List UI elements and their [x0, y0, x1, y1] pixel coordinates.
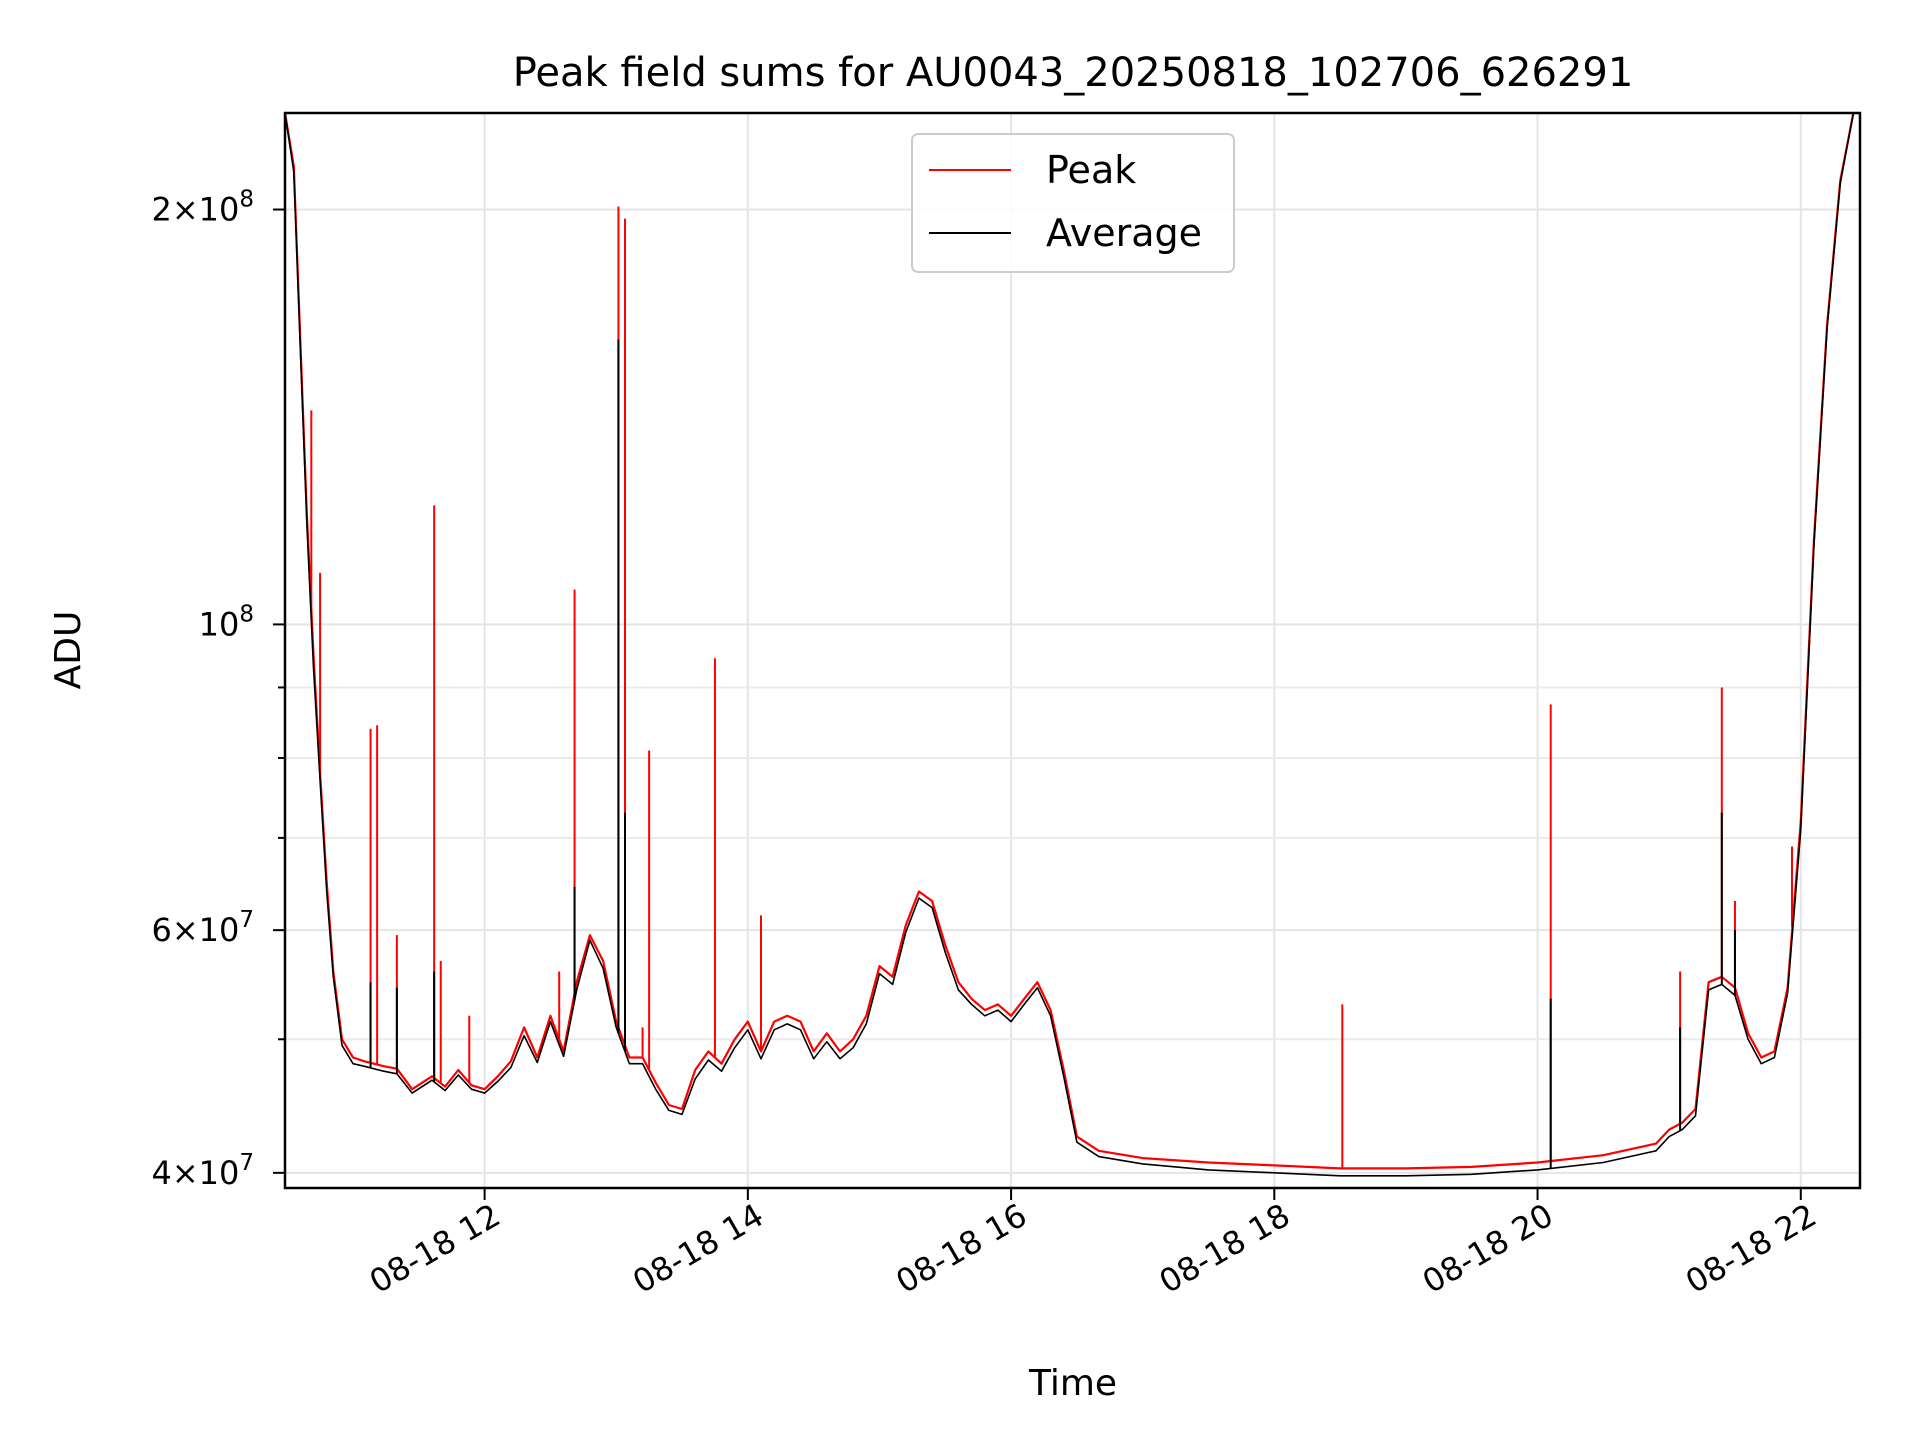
- series-average: [285, 113, 1860, 1177]
- y-axis-label: ADU: [48, 611, 89, 690]
- y-axis: 4×107 6×107 108 2×108: [151, 187, 285, 1192]
- legend-box: [911, 133, 1235, 273]
- chart-title: Peak field sums for AU0043_20250818_1027…: [513, 50, 1634, 96]
- series-line-peak: [285, 113, 1860, 1170]
- y-tick-label: 6×107: [151, 907, 254, 949]
- legend: Peak Average: [911, 133, 1235, 273]
- legend-peak-label: Peak: [1046, 148, 1136, 192]
- axes-frame: [283, 111, 1862, 1190]
- series-line-average: [285, 113, 1860, 1177]
- legend-average-label: Average: [1046, 211, 1202, 255]
- plot-area: [285, 113, 1860, 1177]
- x-axis-label: Time: [1028, 1363, 1117, 1404]
- y-tick-label: 108: [199, 601, 254, 643]
- y-tick-label: 4×107: [151, 1150, 254, 1192]
- y-tick-label: 2×108: [151, 187, 254, 229]
